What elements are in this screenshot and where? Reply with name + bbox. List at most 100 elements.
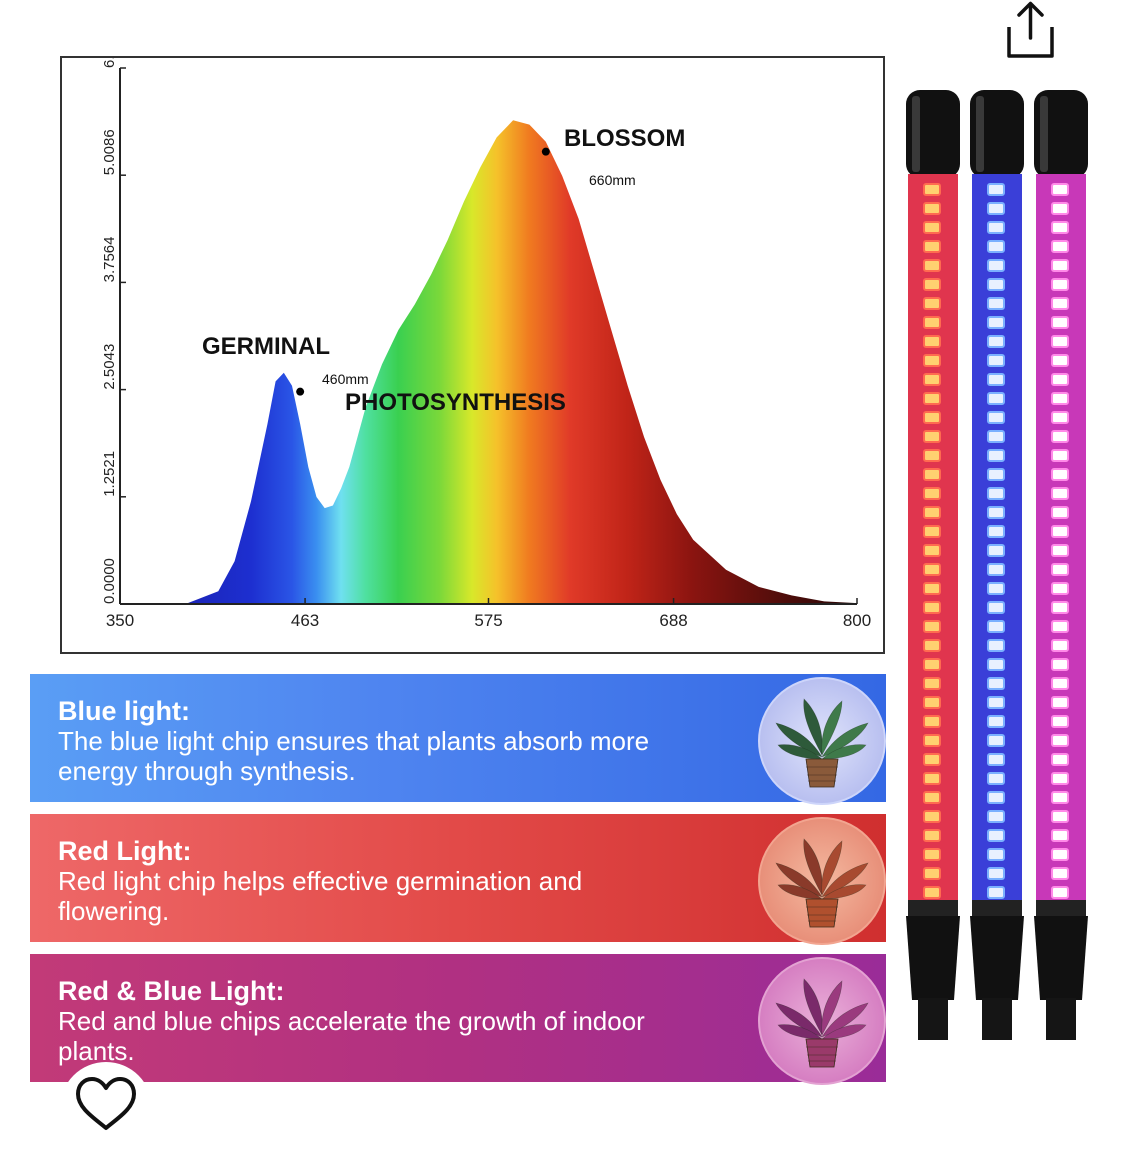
blossom-label: BLOSSOM [564,125,685,152]
tube-led [987,620,1005,633]
tube-led [987,449,1005,462]
grow-light-tubes-svg [906,90,1088,1040]
tube-led [987,639,1005,652]
tube-base [906,916,960,1000]
potted-plant-icon [775,698,869,788]
tube-collar [972,900,1022,920]
tube-led [923,506,941,519]
tube-led [923,582,941,595]
tube-led [987,392,1005,405]
tube-led [923,848,941,861]
tube-gooseneck [918,998,948,1040]
tube-collar [908,900,958,920]
tube-led [987,886,1005,899]
red-light-description: Red light chip helps effective germinati… [58,866,583,926]
tube-led [923,202,941,215]
tube-led [1051,772,1069,785]
tube-led [923,658,941,671]
tube-led [1051,373,1069,386]
tube-led [1051,829,1069,842]
tube-led [1051,259,1069,272]
tube-led [923,259,941,272]
tube-led [1051,696,1069,709]
tube-led [1051,316,1069,329]
tube-led [987,601,1005,614]
y-tick-label: 6.2607 [101,58,118,68]
tube-led [987,468,1005,481]
tube-led [923,392,941,405]
blue-plant-image [758,677,886,805]
blue-light-banner: Blue light: The blue light chip ensures … [30,674,886,805]
plant-leaf [803,978,823,1037]
tube-led [1051,810,1069,823]
tube-led [987,430,1005,443]
tube-led [987,791,1005,804]
plant-leaf [821,744,867,760]
share-button[interactable] [1000,0,1062,62]
tube-cap-highlight [912,96,920,172]
plant-leaf [803,838,823,897]
y-tick-label: 2.5043 [101,344,118,390]
spectrum-area [120,120,857,605]
tube-collar [1036,900,1086,920]
y-tick-label: 3.7564 [101,237,118,283]
red-plant-image [758,817,886,945]
tube-led [987,202,1005,215]
tube-led [923,734,941,747]
red-blue-light-title: Red & Blue Light: [58,976,285,1006]
tube-led [923,449,941,462]
y-tick-label: 1.2521 [101,451,118,497]
tube-led [923,639,941,652]
tube-led [987,259,1005,272]
tube-led [1051,335,1069,348]
tube-led [987,582,1005,595]
plant-pot [805,898,839,928]
red-light-banner: Red Light: Red light chip helps effectiv… [30,814,886,945]
tube-led [987,867,1005,880]
blue-light-description: The blue light chip ensures that plants … [58,726,650,786]
tube-led [1051,601,1069,614]
tube-led [987,411,1005,424]
tube-led [923,867,941,880]
share-icon [1007,1,1054,58]
plant-pot [805,1038,839,1068]
tube-led [987,487,1005,500]
tube-led [923,316,941,329]
red-blue-light-description: Red and blue chips accelerate the growth… [58,1006,645,1066]
favorite-button[interactable] [60,1062,152,1154]
tube-led [987,715,1005,728]
tube-gooseneck [1046,998,1076,1040]
plant-leaf [821,980,843,1037]
tube-led [1051,658,1069,671]
x-tick-label: 800 [843,611,871,630]
tube-led [923,354,941,367]
y-tick-label: 5.0086 [101,129,118,175]
photosynthesis-label: PHOTOSYNTHESIS [345,389,566,416]
tube-led [1051,544,1069,557]
tube-led [923,601,941,614]
tube-led [923,715,941,728]
tube-led [987,316,1005,329]
peak-red-label: 660mm [589,172,636,188]
tube-led [1051,791,1069,804]
tube-led [923,772,941,785]
tube-led [923,886,941,899]
tube-led [987,354,1005,367]
peak-blue-label: 460mm [322,371,369,387]
tube-led [987,753,1005,766]
tube-led [923,620,941,633]
red-light-banner-background [30,814,886,942]
tube-led [923,563,941,576]
tube-led [923,829,941,842]
spectrum-chart: 350 463 575 688 800 0.0000 1.2521 2.5043 3.7564 5… [60,56,885,654]
tube-led [987,563,1005,576]
tube-led [1051,715,1069,728]
tube-led [1051,449,1069,462]
tube-led [1051,753,1069,766]
plant-leaf [777,1024,823,1040]
plant-pot [805,758,839,788]
tube-led [1051,487,1069,500]
tube-led [923,791,941,804]
tube-led [1051,886,1069,899]
tube-led [923,183,941,196]
